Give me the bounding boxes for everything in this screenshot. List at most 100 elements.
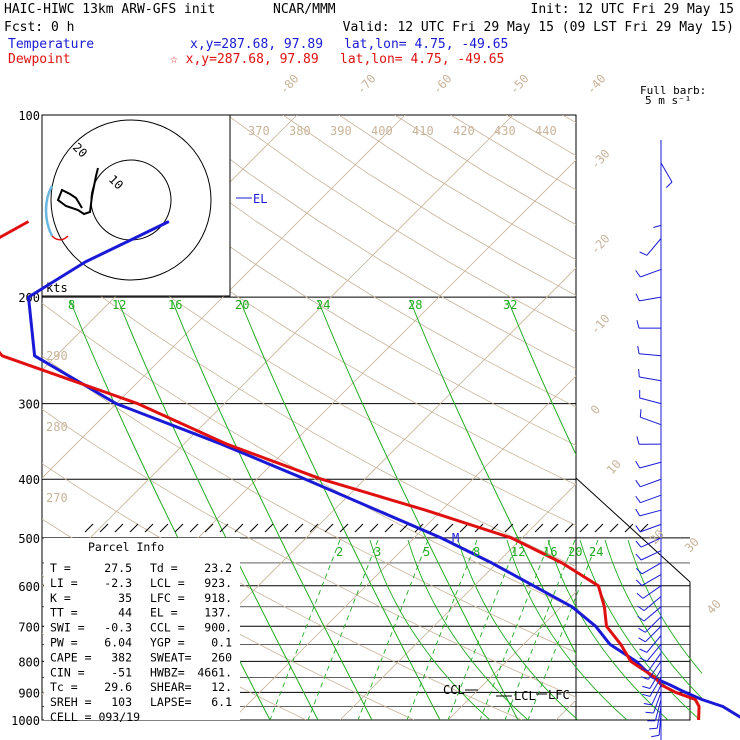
isotherm-tick-label: -10 [588, 312, 613, 337]
pressure-tick-label: 800 [18, 655, 40, 669]
hash-mark [609, 523, 619, 533]
dry-adiabat-line [506, 115, 576, 157]
wind-barb-staff [639, 296, 662, 302]
pressure-tick-label: 400 [18, 473, 40, 487]
hodograph-ring-outer [50, 119, 212, 281]
mixing-ratio-label-lower: 12 [511, 545, 525, 559]
wind-barb-feather [640, 676, 649, 680]
wind-barb-staff [642, 585, 662, 599]
dewpoint-profile-line [0, 220, 701, 721]
dewpoint-legend: Dewpoint [8, 52, 71, 67]
wind-barb-feather [636, 436, 640, 445]
hash-mark [579, 523, 589, 533]
parcel-info-key2: SHEAR= [150, 680, 192, 694]
hash-mark [399, 523, 409, 533]
dry-adiabat-line [675, 115, 740, 720]
hash-mark [84, 523, 94, 533]
hodograph-trace-red [51, 235, 69, 241]
org-label: NCAR/MMM [273, 2, 336, 17]
isotherm-line [42, 115, 406, 479]
wind-barb-staff [640, 478, 662, 488]
wind-barb-feather [635, 495, 641, 503]
wind-barb-staff [640, 523, 662, 533]
parcel-info-value2: 4661. [197, 665, 232, 679]
valid-label: Valid: 12 UTC Fri 29 May 15 (09 LST Fri … [343, 20, 734, 35]
temperature-profile-line [27, 220, 740, 719]
isotherm-line [42, 115, 514, 587]
wind-barb-staff [641, 562, 662, 575]
parcel-info-value: 29.6 [104, 680, 132, 694]
hash-mark [159, 523, 169, 533]
parcel-info-value2: 12. [211, 680, 232, 694]
wind-barb-feather [649, 727, 658, 730]
parcel-info-value2: 137. [204, 606, 232, 620]
wind-barb-feather [639, 251, 648, 256]
moist-adiabat-curve [409, 299, 576, 655]
hash-mark [174, 523, 184, 533]
moist-adiabat-lower-curve [579, 539, 701, 720]
wind-barb-staff [639, 376, 662, 382]
pressure-tick-label: 600 [18, 580, 40, 594]
wind-barb-feather [636, 592, 644, 599]
parcel-info-value: 382 [111, 650, 132, 664]
wind-barb-staff [645, 616, 662, 633]
wind-barb-staff [646, 644, 662, 662]
wind-barb-staff [647, 661, 662, 680]
dry-adiabat-line [59, 115, 576, 446]
wind-barb-feather [635, 567, 643, 575]
pressure-tick-label: 1000 [11, 714, 40, 728]
ccl-annotation: CCL [443, 683, 465, 697]
parcel-info-key2: YGP = [150, 636, 185, 650]
wind-barb-feather [635, 479, 641, 488]
moist-adiabat-lower-curve [457, 539, 579, 720]
dry-adiabat-line [282, 115, 576, 296]
pressure-tick-label: 900 [18, 686, 40, 700]
mixing-ratio-label-upper: 20 [235, 298, 249, 312]
wind-barb-staff [640, 550, 662, 561]
wind-barb-staff [656, 706, 662, 729]
wind-barb-feather [653, 224, 662, 228]
parcel-info-key: TT = [50, 606, 78, 620]
wind-barb-feather [637, 345, 640, 354]
parcel-info-key: CAPE = [50, 650, 92, 664]
wind-barb-feather [642, 693, 651, 697]
parcel-info-value2: 923. [204, 576, 232, 590]
hash-mark [144, 523, 154, 533]
parcel-info-value2: 900. [204, 621, 232, 635]
dry-adiabat-line [42, 355, 576, 653]
dry-adiabat-line [42, 302, 576, 610]
parcel-info-key2: HWBZ= [150, 665, 185, 679]
dry-adiabat-line [450, 115, 576, 191]
wind-barb-staff [649, 669, 662, 689]
isotherm-tick-label: -30 [588, 147, 613, 172]
parcel-info-key: Tc = [50, 680, 78, 694]
hodograph-trace-black [56, 167, 99, 216]
hash-mark [114, 523, 124, 533]
wind-barb-feather [635, 460, 641, 469]
barb-legend-title: Full barb: [640, 84, 706, 97]
theta-e-label: 440 [535, 124, 557, 138]
wind-barb-feather [637, 615, 645, 622]
hash-mark [384, 523, 394, 533]
wind-barb-feather [635, 525, 641, 533]
isotherm-tick-label: -80 [277, 72, 302, 97]
wind-barb-staff [646, 635, 662, 653]
hash-mark [249, 523, 259, 533]
barb-legend-units: 5 m s⁻¹ [645, 94, 691, 107]
temperature-latlon: lat,lon= 4.75, -49.65 [344, 37, 508, 52]
hash-mark [189, 523, 199, 533]
moist-adiabat-lower-curve [407, 539, 529, 720]
parcel-info-key: SREH = [50, 695, 92, 709]
parcel-info-value2: 918. [204, 591, 232, 605]
parcel-info-value: 103 [111, 695, 132, 709]
parcel-info-key: CELL = 093/19 [50, 710, 140, 724]
wind-barb-feather [638, 368, 640, 378]
theta-label: 270 [46, 491, 68, 505]
moist-adiabat-lower-curve [604, 539, 702, 699]
dry-adiabat-line [42, 408, 576, 698]
dry-adiabat-line [394, 115, 576, 226]
mixing-ratio-label-upper: 32 [503, 298, 517, 312]
isotherm-tick-label: -50 [507, 72, 532, 97]
parcel-info-key2: SWEAT= [150, 650, 192, 664]
dry-adiabat-line [171, 115, 576, 370]
